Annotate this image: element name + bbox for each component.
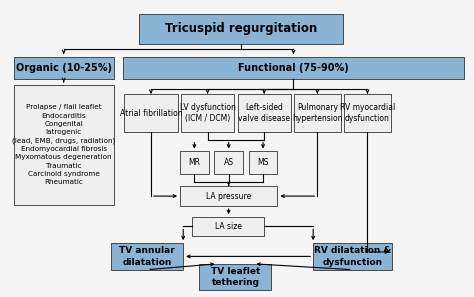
Text: MR: MR — [188, 158, 201, 167]
Text: LV dysfunction
(ICM / DCM): LV dysfunction (ICM / DCM) — [180, 103, 236, 123]
FancyBboxPatch shape — [123, 57, 464, 79]
FancyBboxPatch shape — [180, 186, 277, 206]
FancyBboxPatch shape — [192, 217, 264, 236]
Text: RV myocardial
dysfunction: RV myocardial dysfunction — [340, 103, 395, 123]
Text: Pulmonary
hypertension: Pulmonary hypertension — [292, 103, 343, 123]
FancyBboxPatch shape — [14, 57, 114, 79]
Text: Functional (75-90%): Functional (75-90%) — [238, 63, 349, 73]
Text: TV leaflet
tethering: TV leaflet tethering — [211, 267, 260, 287]
FancyBboxPatch shape — [180, 151, 209, 174]
FancyBboxPatch shape — [111, 243, 183, 270]
FancyBboxPatch shape — [237, 94, 291, 132]
Text: TV annular
dilatation: TV annular dilatation — [119, 246, 175, 267]
Text: LA size: LA size — [215, 222, 242, 231]
Text: RV dilatation &
dysfunction: RV dilatation & dysfunction — [314, 246, 391, 267]
FancyBboxPatch shape — [313, 243, 392, 270]
Text: Organic (10-25%): Organic (10-25%) — [16, 63, 112, 73]
Text: AS: AS — [224, 158, 234, 167]
FancyBboxPatch shape — [249, 151, 277, 174]
Text: MS: MS — [257, 158, 269, 167]
FancyBboxPatch shape — [344, 94, 391, 132]
FancyBboxPatch shape — [200, 264, 272, 290]
Text: Tricuspid regurgitation: Tricuspid regurgitation — [165, 22, 318, 35]
FancyBboxPatch shape — [14, 85, 114, 205]
FancyBboxPatch shape — [139, 14, 343, 44]
Text: Atrial fibrillation: Atrial fibrillation — [119, 108, 182, 118]
FancyBboxPatch shape — [214, 151, 243, 174]
Text: Prolapse / flail leaflet
Endocarditis
Congenital
Iatrogenic
(lead, EMB, drugs, r: Prolapse / flail leaflet Endocarditis Co… — [12, 105, 115, 185]
Text: LA pressure: LA pressure — [206, 192, 251, 200]
FancyBboxPatch shape — [294, 94, 340, 132]
FancyBboxPatch shape — [124, 94, 178, 132]
Text: Left-sided
valve disease: Left-sided valve disease — [238, 103, 290, 123]
FancyBboxPatch shape — [181, 94, 234, 132]
